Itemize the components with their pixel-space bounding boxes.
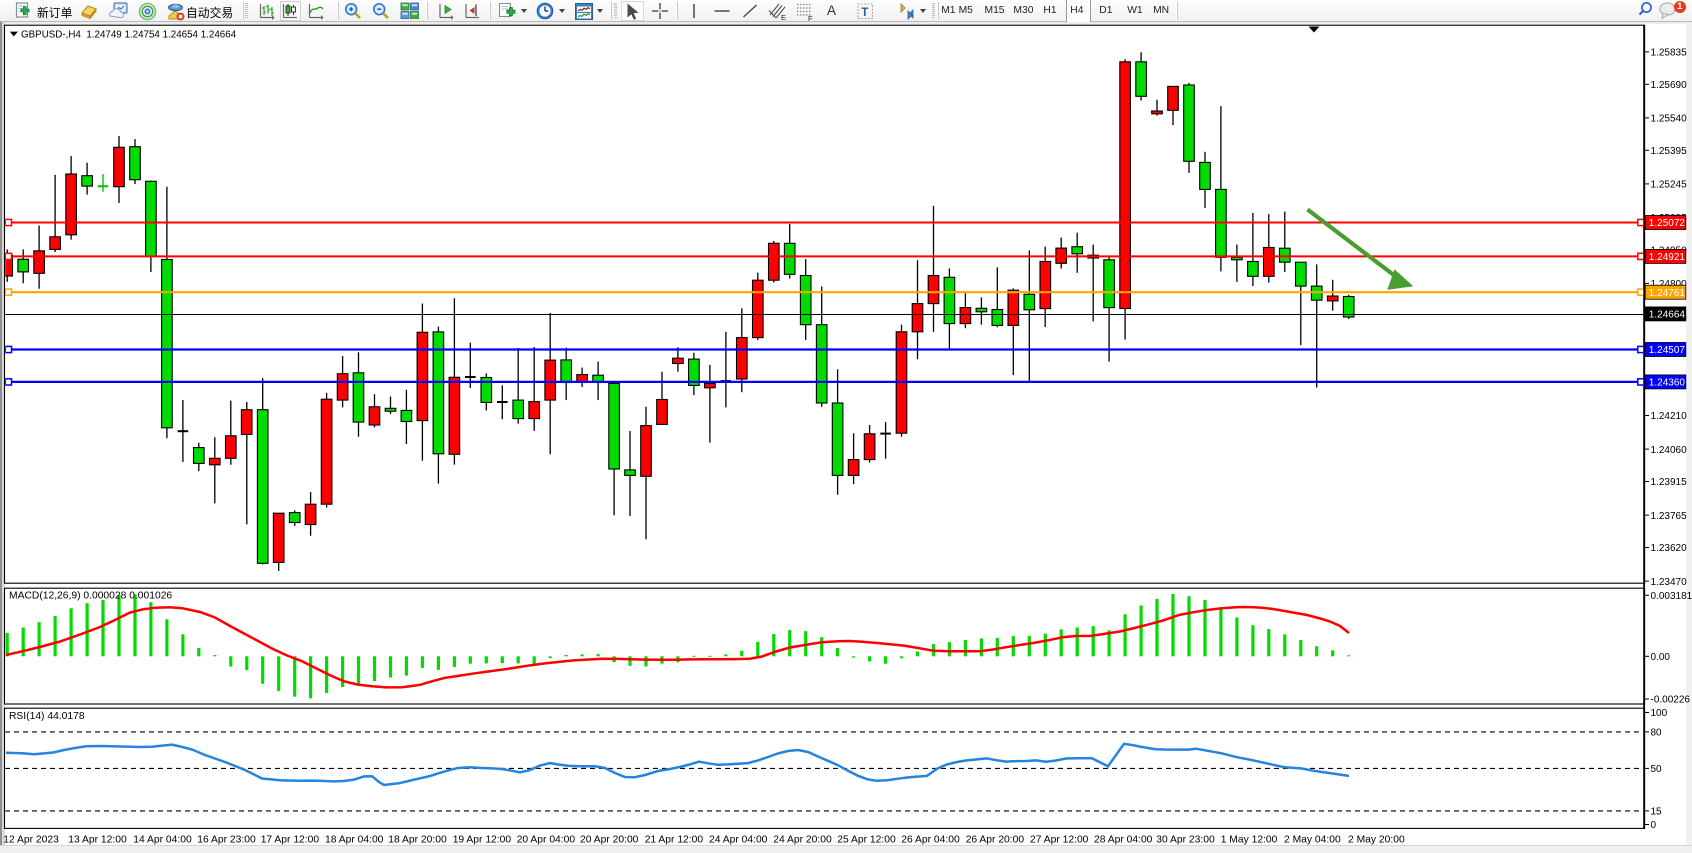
svg-text:15: 15	[1651, 807, 1663, 818]
svg-text:28 Apr 04:00: 28 Apr 04:00	[1094, 835, 1153, 846]
svg-text:100: 100	[1651, 708, 1668, 719]
svg-text:0: 0	[1651, 820, 1657, 831]
svg-text:GBPUSD-,H4 1.24749 1.24754 1.: GBPUSD-,H4 1.24749 1.24754 1.24654 1.246…	[21, 29, 237, 40]
svg-text:26 Apr 04:00: 26 Apr 04:00	[901, 835, 960, 846]
svg-text:12 Apr 2023: 12 Apr 2023	[3, 835, 59, 846]
svg-text:2 May 04:00: 2 May 04:00	[1284, 835, 1341, 846]
svg-text:1.24664: 1.24664	[1649, 310, 1686, 321]
svg-text:21 Apr 12:00: 21 Apr 12:00	[645, 835, 704, 846]
svg-text:1.24360: 1.24360	[1649, 378, 1686, 389]
svg-text:1.24761: 1.24761	[1649, 288, 1686, 299]
svg-text:0.003181: 0.003181	[1651, 591, 1692, 602]
svg-text:1.25540: 1.25540	[1651, 114, 1688, 125]
svg-text:1.25690: 1.25690	[1651, 80, 1688, 91]
svg-text:F: F	[808, 14, 813, 22]
svg-text:1.24060: 1.24060	[1651, 445, 1688, 456]
svg-text:-0.00226: -0.00226	[1651, 695, 1691, 706]
svg-text:18 Apr 04:00: 18 Apr 04:00	[325, 835, 384, 846]
svg-text:2 May 20:00: 2 May 20:00	[1348, 835, 1405, 846]
svg-text:1 May 12:00: 1 May 12:00	[1221, 835, 1278, 846]
svg-text:18 Apr 20:00: 18 Apr 20:00	[388, 835, 447, 846]
svg-text:17 Apr 12:00: 17 Apr 12:00	[261, 835, 320, 846]
svg-text:1.23765: 1.23765	[1651, 511, 1688, 522]
svg-text:1.24210: 1.24210	[1651, 411, 1688, 422]
svg-text:26 Apr 20:00: 26 Apr 20:00	[966, 835, 1025, 846]
svg-text:20 Apr 20:00: 20 Apr 20:00	[580, 835, 639, 846]
svg-text:1.25835: 1.25835	[1651, 48, 1688, 59]
svg-text:1.25395: 1.25395	[1651, 146, 1688, 157]
svg-text:0.00: 0.00	[1651, 652, 1671, 663]
svg-text:1.24507: 1.24507	[1649, 345, 1686, 356]
svg-text:1.23620: 1.23620	[1651, 543, 1688, 554]
svg-text:1.24921: 1.24921	[1649, 252, 1686, 263]
svg-text:RSI(14) 44.0178: RSI(14) 44.0178	[9, 711, 85, 722]
svg-text:1.25245: 1.25245	[1651, 180, 1688, 191]
svg-text:MACD(12,26,9) 0.000028 0.00102: MACD(12,26,9) 0.000028 0.001026	[9, 591, 172, 602]
svg-text:25 Apr 12:00: 25 Apr 12:00	[837, 835, 896, 846]
svg-text:80: 80	[1651, 728, 1663, 739]
svg-text:E: E	[781, 13, 786, 22]
svg-text:14 Apr 04:00: 14 Apr 04:00	[133, 835, 192, 846]
svg-text:T: T	[861, 7, 868, 19]
svg-text:20 Apr 04:00: 20 Apr 04:00	[517, 835, 576, 846]
svg-text:27 Apr 12:00: 27 Apr 12:00	[1030, 835, 1089, 846]
svg-text:24 Apr 20:00: 24 Apr 20:00	[773, 835, 832, 846]
svg-text:1.24800: 1.24800	[1651, 279, 1688, 290]
svg-text:16 Apr 23:00: 16 Apr 23:00	[197, 835, 256, 846]
svg-text:24 Apr 04:00: 24 Apr 04:00	[709, 835, 768, 846]
svg-text:13 Apr 12:00: 13 Apr 12:00	[68, 835, 127, 846]
svg-text:1.23470: 1.23470	[1651, 577, 1688, 588]
svg-text:1.25072: 1.25072	[1649, 218, 1686, 229]
svg-text:1.23915: 1.23915	[1651, 477, 1688, 488]
svg-text:30 Apr 23:00: 30 Apr 23:00	[1156, 835, 1215, 846]
svg-text:19 Apr 12:00: 19 Apr 12:00	[453, 835, 512, 846]
svg-text:50: 50	[1651, 764, 1663, 775]
